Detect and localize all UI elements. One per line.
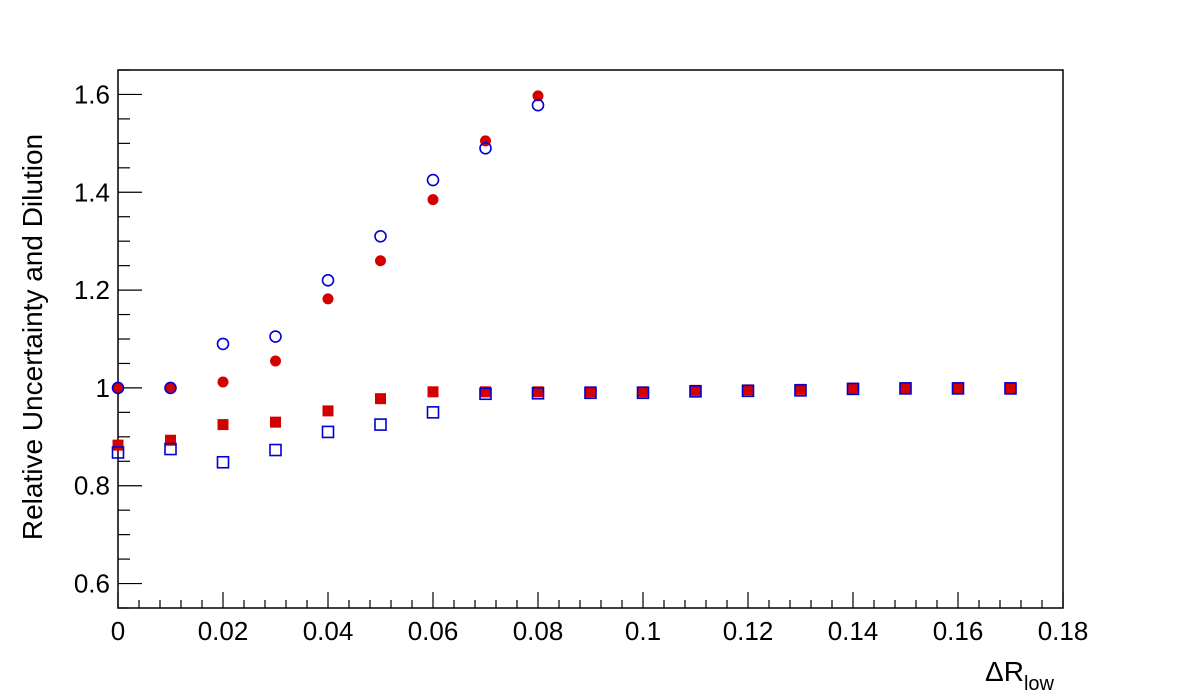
open-circle-point [479,141,492,155]
x-tick-label: 0 [111,616,125,646]
open-circle-point [269,330,282,343]
filled-square-point [847,382,859,394]
open-circle-point [426,173,440,187]
open-square-point [794,384,807,397]
open-square-point [1004,382,1017,395]
open-square-point [531,386,545,400]
filled-circle-point [532,90,544,102]
filled-square-point [900,382,911,394]
x-tick-label: 0.12 [723,616,774,646]
filled-square-point [375,393,386,405]
x-tick-label: 0.08 [513,616,564,646]
x-tick-label: 0.18 [1038,616,1089,646]
filled-circle-point [270,355,281,367]
open-square-point [426,406,440,419]
filled-square-point [217,419,229,431]
x-tick-label: 0.04 [303,616,354,646]
y-tick-label: 1 [96,373,110,403]
open-square-point [321,425,335,439]
open-square-point [636,386,650,400]
filled-circle-point [427,194,439,206]
filled-square-point [690,384,701,396]
open-square-point [479,387,492,401]
filled-circle-point [375,255,386,267]
filled-square-point [952,382,964,394]
open-square-point [899,382,912,395]
open-square-point [216,455,230,469]
filled-square-point [1005,382,1016,394]
x-axis-label: ΔRlow [985,656,1055,695]
open-square-point [689,385,702,398]
open-circle-point [374,229,387,243]
filled-square-point [270,416,281,428]
filled-circle-point [165,382,176,394]
open-square-point [741,384,755,398]
open-square-point [846,382,860,396]
filled-square-point [637,386,649,398]
plot-frame [117,69,1064,609]
x-tick-label: 0.06 [408,616,459,646]
filled-circle-point [322,293,334,305]
open-square-point [269,443,282,457]
filled-circle-point [217,376,229,388]
x-tick-label: 0.02 [198,616,249,646]
x-tick-label: 0.14 [828,616,879,646]
y-axis-label: Relative Uncertainty and Dilution [17,134,48,540]
open-square-point [111,446,125,459]
filled-square-point [480,386,491,398]
filled-square-point [795,383,806,395]
data-marks [111,90,1017,469]
filled-square-point [112,439,124,451]
open-circle-point [321,274,335,287]
y-tick-label: 1.2 [74,275,110,305]
open-circle-point [164,381,177,395]
filled-square-point [585,386,596,398]
filled-square-point [532,386,544,398]
x-tick-label: 0.16 [933,616,984,646]
y-tick-label: 1.4 [74,177,110,207]
y-tick-label: 0.8 [74,471,110,501]
filled-square-point [322,405,334,417]
filled-square-point [742,384,754,396]
filled-circle-point [112,382,124,394]
x-axis-label-subscript: low [1024,673,1055,695]
filled-square-point [165,434,176,446]
open-square-point [164,442,177,456]
open-square-point [584,386,597,400]
x-tick-label: 0.1 [625,616,661,646]
y-tick-label: 0.6 [74,569,110,599]
open-square-point [951,382,965,395]
open-circle-point [111,381,125,395]
open-circle-point [216,337,230,351]
open-circle-point [531,98,545,112]
y-tick-label: 1.6 [74,79,110,109]
open-square-point [374,418,387,431]
axes: 0 0.02 0.04 0.06 0.08 0.1 0.12 0.14 0.16 0.18 0.6 0… [74,69,1089,646]
x-axis-label-main: ΔR [985,656,1024,687]
filled-square-point [427,386,439,398]
